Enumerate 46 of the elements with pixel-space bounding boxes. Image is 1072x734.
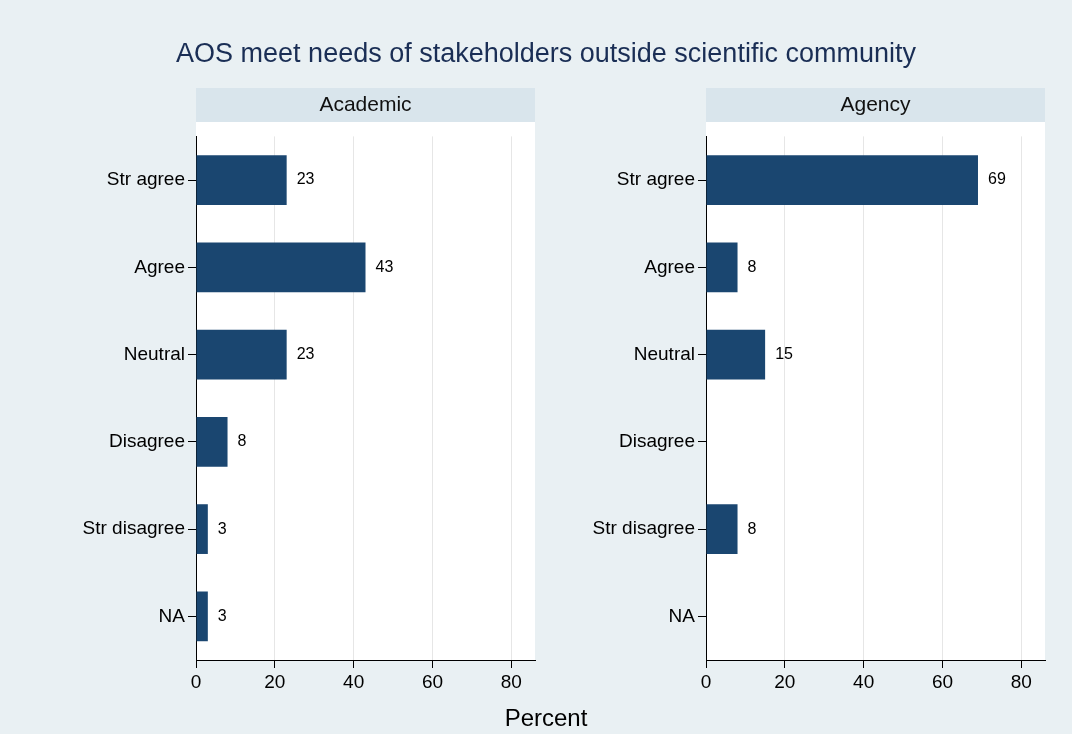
x-tick-label: 40 [343, 670, 365, 692]
x-tick-label: 20 [774, 670, 796, 692]
y-tick-label: Neutral [123, 342, 185, 364]
y-tick-label: Disagree [108, 430, 185, 452]
x-tick-label: 0 [190, 670, 202, 692]
data-label: 3 [217, 606, 227, 624]
data-label: 43 [375, 257, 394, 275]
y-tick-label: Disagree [618, 430, 695, 452]
bar [706, 504, 738, 554]
x-tick-label: 60 [931, 670, 954, 692]
data-label: 8 [747, 257, 757, 275]
x-tick-label: 40 [853, 670, 875, 692]
data-label: 15 [775, 344, 794, 362]
x-tick-label: 20 [264, 670, 286, 692]
x-axis-title: Percent [503, 704, 589, 732]
bar [706, 242, 738, 293]
bar [196, 242, 366, 293]
x-tick-label: 80 [500, 670, 522, 692]
y-tick-label: NA [158, 604, 186, 626]
y-tick-label: NA [668, 604, 696, 626]
bar [196, 416, 228, 467]
bar [196, 329, 287, 380]
chart-title: AOS meet needs of stakeholders outside scientific community [175, 38, 917, 69]
data-label: 8 [237, 432, 247, 450]
x-tick-label: 80 [1010, 670, 1032, 692]
chart-subtitle: Agency [706, 88, 1045, 122]
chart-subtitle: Academic [196, 88, 535, 122]
data-label: 3 [217, 519, 227, 537]
y-tick-label: Str disagree [82, 517, 185, 539]
y-tick-label: Neutral [633, 342, 695, 364]
data-label: 69 [987, 170, 1006, 188]
bar [196, 504, 208, 554]
x-tick-label: 0 [700, 670, 712, 692]
data-label: 23 [296, 344, 315, 362]
data-label: 23 [296, 170, 315, 188]
bar [196, 155, 287, 205]
y-tick-label: Agree [644, 255, 695, 277]
x-tick-label: 60 [421, 670, 444, 692]
y-tick-label: Str agree [106, 168, 185, 190]
y-tick-label: Str disagree [592, 517, 695, 539]
bar [706, 329, 766, 380]
y-tick-label: Str agree [616, 168, 695, 190]
bar [196, 591, 208, 642]
data-label: 8 [747, 519, 757, 537]
y-tick-label: Agree [134, 255, 185, 277]
bar [706, 155, 978, 205]
